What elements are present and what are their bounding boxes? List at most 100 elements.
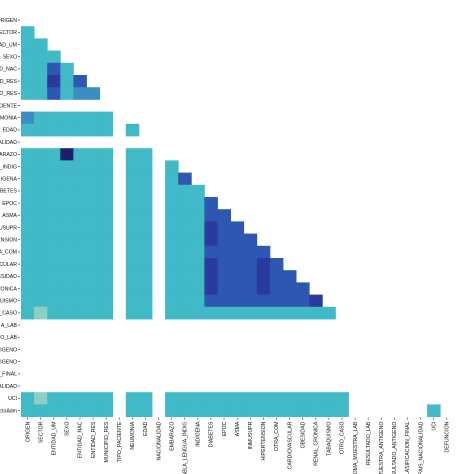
heatmap-cell-OTRO_CASO-DIABETES bbox=[204, 306, 218, 320]
heatmap-cell-TABAQUISMO-HABLA_LENGUA_INDIG bbox=[178, 294, 192, 308]
heatmap-cell-INDIGENA-EMBARAZO bbox=[165, 172, 179, 186]
heatmap-cell-INMUSUPR-SECTOR bbox=[34, 221, 48, 234]
col-label-HIPERTENSION: HIPERTENSION bbox=[261, 421, 267, 460]
heatmap-cell-SECTOR-ORIGEN bbox=[21, 26, 35, 39]
heatmap-cell-INMUSUPR-EDAD bbox=[138, 221, 153, 234]
heatmap-cell-HIPERTENSION-SECTOR bbox=[34, 233, 48, 247]
heatmap-cell-RENAL_CRONICA-NEUMONIA bbox=[125, 282, 140, 295]
heatmap-cell-INMUSUPR-ORIGEN bbox=[21, 221, 35, 234]
heatmap-cell-EPOC-HABLA_LENGUA_INDIG bbox=[178, 197, 192, 210]
heatmap-cell-RENAL_CRONICA-SECTOR bbox=[34, 282, 48, 295]
heatmap-cell-OTRA_COM-EMBARAZO bbox=[165, 245, 179, 259]
col-label-ENTIDAD_UM: ENTIDAD_UM bbox=[52, 422, 58, 456]
heatmap-cell-HIPERTENSION-NEUMONIA bbox=[125, 233, 140, 247]
heatmap-cell-EDAD-ENTIDAD_UM bbox=[47, 123, 61, 137]
heatmap-cell-RENAL_CRONICA-HABLA_LENGUA_INDIG bbox=[178, 282, 192, 295]
col-label-RENAL_CRONICA: RENAL_CRONICA bbox=[314, 421, 320, 466]
heatmap-cell-INMUSUPR-ENTIDAD_NAC bbox=[73, 221, 87, 234]
heatmap-cell-INMUSUPR-SEXO bbox=[60, 221, 74, 234]
col-label-ENTIDAD_RES: ENTIDAD_RES bbox=[91, 421, 97, 458]
heatmap-cell-EDAD-MUNICIPIO_RES bbox=[99, 123, 114, 137]
heatmap-cell-SEXO-ORIGEN bbox=[21, 50, 35, 64]
heatmap-cell-HABLA_LENGUA_INDIG-EDAD bbox=[138, 160, 153, 173]
heatmap-cell-OTRA_COM-ASMA bbox=[230, 245, 245, 259]
heatmap-cell-TABAQUISMO-ORIGEN bbox=[21, 294, 35, 308]
row-label-TOMA_MUESTRA_ANTIGENO: TIGENO bbox=[0, 347, 17, 353]
col-label-UCI: UCI bbox=[431, 422, 437, 431]
heatmap-cell-UCI-TABAQUISMO bbox=[322, 392, 336, 405]
heatmap-cell-INMUSUPR-EMBARAZO bbox=[165, 221, 179, 234]
heatmap-cell-UCI-OTRA_COM bbox=[269, 392, 284, 405]
heatmap-cell-OTRA_COM-SECTOR bbox=[34, 245, 48, 259]
heatmap-cell-OTRA_COM-HABLA_LENGUA_INDIG bbox=[178, 245, 192, 259]
heatmap-cell-OBESIDAD-HIPERTENSION bbox=[256, 270, 271, 283]
row-label-ENTIDAD_NAC: D_NAC bbox=[0, 67, 17, 73]
heatmap-cell-INDIGENA-SECTOR bbox=[34, 172, 48, 186]
heatmap-cell-OTRO_CASO-CARDIOVASCULAR bbox=[283, 306, 297, 320]
row-label-TIPO_PACIENTE: CIENTE bbox=[0, 103, 18, 109]
heatmap-cell-RENAL_CRONICA-ENTIDAD_RES bbox=[86, 282, 100, 295]
row-label-NACIONALIDAD: ALIDAD bbox=[0, 140, 17, 146]
heatmap-cell-CARDIOVASCULAR-EMBARAZO bbox=[165, 258, 179, 271]
heatmap-cell-TABAQUISMO-ENTIDAD_NAC bbox=[73, 294, 87, 308]
heatmap-cell-EMBARAZO-ENTIDAD_NAC bbox=[73, 148, 87, 161]
heatmap-cell-EPOC-ENTIDAD_RES bbox=[86, 197, 100, 210]
heatmap-cell-HIPERTENSION-ENTIDAD_NAC bbox=[73, 233, 87, 247]
heatmap-cell-DefunciónAdmin-ENTIDAD_UM bbox=[47, 404, 61, 417]
heatmap-cell-EPOC-INDIGENA bbox=[191, 197, 205, 210]
heatmap-cell-OTRO_CASO-ENTIDAD_NAC bbox=[73, 306, 87, 320]
col-label-ORIGEN: ORIGEN bbox=[25, 421, 31, 442]
heatmap-cell-CARDIOVASCULAR-EDAD bbox=[138, 258, 153, 271]
heatmap-cell-HABLA_LENGUA_INDIG-ORIGEN bbox=[21, 160, 35, 173]
heatmap-cell-TABAQUISMO-INMUSUPR bbox=[243, 294, 258, 308]
heatmap-cell-HABLA_LENGUA_INDIG-NEUMONIA bbox=[125, 160, 140, 173]
row-label-ORIGEN: ORIGEN bbox=[0, 18, 17, 24]
heatmap-cell-INDIGENA-SEXO bbox=[60, 172, 74, 186]
col-label-PAIS_NACIONALIDAD: PAIS_NACIONALIDAD bbox=[418, 421, 424, 474]
row-label-ENTIDAD_UM: AD_UM bbox=[0, 42, 17, 48]
heatmap-cell-HIPERTENSION-MUNICIPIO_RES bbox=[99, 233, 114, 247]
heatmap-cell-OBESIDAD-ENTIDAD_UM bbox=[47, 270, 61, 283]
col-label-HABLA_LENGUA_INDIG: HABLA_LENGUA_INDIG bbox=[183, 422, 189, 474]
heatmap-cell-CARDIOVASCULAR-MUNICIPIO_RES bbox=[99, 258, 114, 271]
heatmap-cell-NEUMONIA-SECTOR bbox=[34, 111, 48, 125]
heatmap-cell-RENAL_CRONICA-ASMA bbox=[230, 282, 245, 295]
heatmap-cell-OTRO_CASO-TABAQUISMO bbox=[322, 306, 336, 320]
heatmap-cell-TABAQUISMO-EDAD bbox=[138, 294, 153, 308]
heatmap-cell-RENAL_CRONICA-HIPERTENSION bbox=[256, 282, 271, 295]
heatmap-cell-UCI-DIABETES bbox=[204, 392, 218, 405]
heatmap-cell-HABLA_LENGUA_INDIG-EMBARAZO bbox=[165, 160, 179, 173]
heatmap-cell-HABLA_LENGUA_INDIG-ENTIDAD_UM bbox=[47, 160, 61, 173]
col-label-EMBARAZO: EMBARAZO bbox=[169, 422, 175, 451]
heatmap-cell-UCI-EDAD bbox=[138, 392, 153, 405]
heatmap-cell-CARDIOVASCULAR-INDIGENA bbox=[191, 258, 205, 271]
heatmap-cell-HIPERTENSION-ENTIDAD_UM bbox=[47, 233, 61, 247]
heatmap-cell-CARDIOVASCULAR-ASMA bbox=[230, 258, 245, 271]
heatmap-cell-ENTIDAD_NAC-SEXO bbox=[60, 62, 74, 76]
heatmap-cell-RENAL_CRONICA-EPOC bbox=[217, 282, 231, 295]
row-label-RESULTADO_ANTIGENO: TIGENO bbox=[0, 360, 17, 366]
heatmap-cell-DefunciónAdmin-ORIGEN bbox=[21, 404, 35, 417]
heatmap-cell-OTRA_COM-MUNICIPIO_RES bbox=[99, 245, 114, 259]
col-label-INMUSUPR: INMUSUPR bbox=[248, 421, 254, 449]
heatmap-cell-RENAL_CRONICA-EMBARAZO bbox=[165, 282, 179, 295]
heatmap-cell-EPOC-EDAD bbox=[138, 197, 153, 210]
heatmap-cell-TABAQUISMO-MUNICIPIO_RES bbox=[99, 294, 114, 308]
heatmap-cell-SEXO-SECTOR bbox=[34, 50, 48, 64]
heatmap-cell-UCI-RENAL_CRONICA bbox=[309, 392, 323, 405]
heatmap-cell-UCI-CARDIOVASCULAR bbox=[283, 392, 297, 405]
heatmap-cell-INDIGENA-EDAD bbox=[138, 172, 153, 186]
heatmap-cell-UCI-ENTIDAD_RES bbox=[86, 392, 100, 405]
heatmap-cell-HIPERTENSION-ORIGEN bbox=[21, 233, 35, 247]
heatmap-cell-NEUMONIA-ENTIDAD_NAC bbox=[73, 111, 87, 125]
heatmap-cell-OTRA_COM-INMUSUPR bbox=[243, 245, 258, 259]
heatmap-cell-EMBARAZO-ORIGEN bbox=[21, 148, 35, 161]
heatmap-cell-ASMA-ENTIDAD_UM bbox=[47, 209, 61, 222]
heatmap-cell-OBESIDAD-OTRA_COM bbox=[269, 270, 284, 283]
heatmap-cell-DefunciónAdmin-OTRO_CASO bbox=[335, 404, 349, 417]
heatmap-cell-DIABETES-SECTOR bbox=[34, 184, 48, 198]
heatmap-cell-DefunciónAdmin-ASMA bbox=[230, 404, 245, 417]
heatmap-cell-OBESIDAD-ENTIDAD_RES bbox=[86, 270, 100, 283]
heatmap-cell-DIABETES-ORIGEN bbox=[21, 184, 35, 198]
heatmap-cell-CARDIOVASCULAR-SECTOR bbox=[34, 258, 48, 271]
